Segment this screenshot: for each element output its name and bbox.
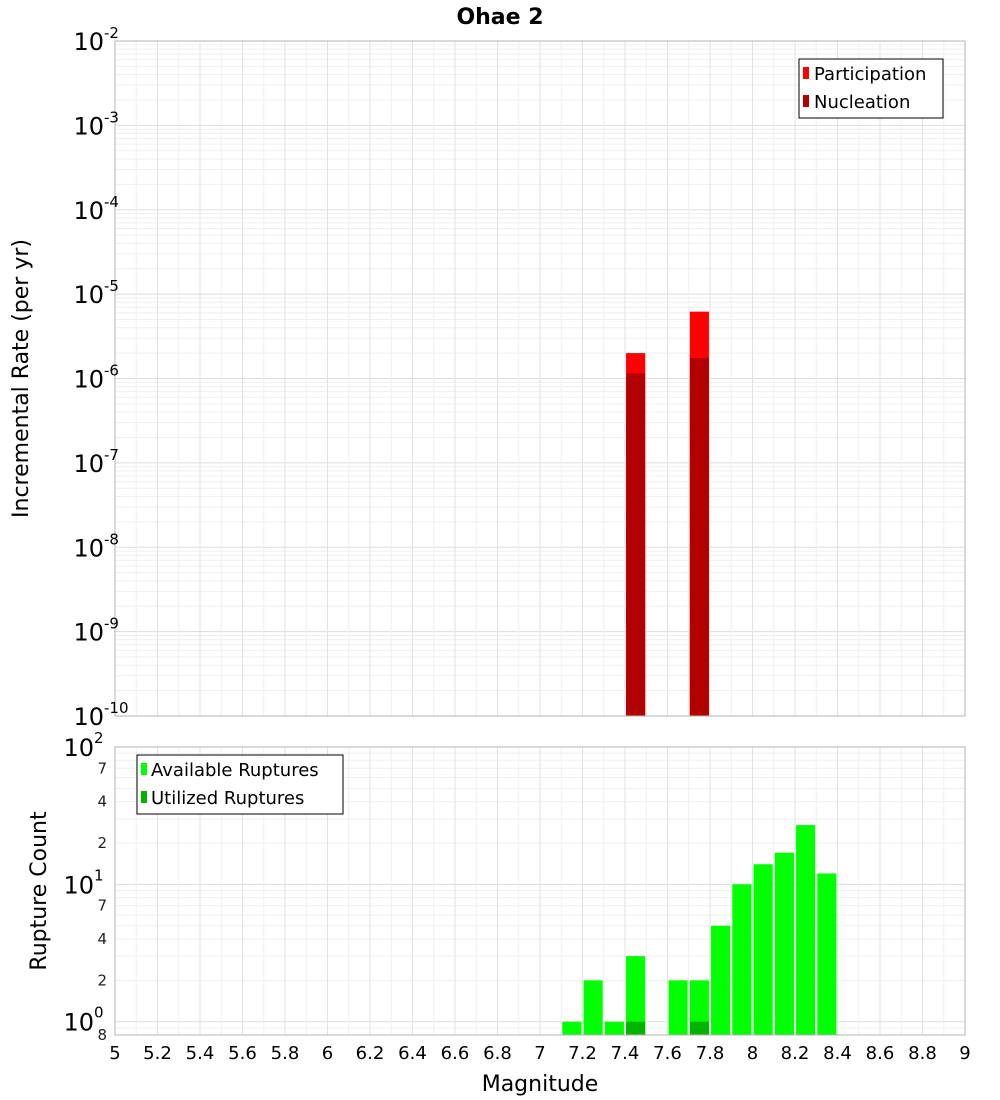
x-tick-label: 5 [109,1043,120,1064]
count-y-minor-tick-label: 7 [97,897,107,915]
rate-y-tick-base: 10 [73,28,104,56]
rate-vertical-gridlines [114,41,966,716]
count-y-tick-base: 10 [63,1009,94,1037]
count-y-minor-tick-label: 7 [97,759,107,777]
count-bars [562,825,837,1035]
count-y-tick-exponent: 1 [94,866,104,884]
x-tick-label: 8.2 [781,1043,810,1064]
rate-y-axis-label: Incremental Rate (per yr) [9,239,34,518]
available-ruptures-bar [562,1021,582,1035]
count-plot-frame [114,746,966,1036]
x-tick-label: 8.6 [866,1043,895,1064]
x-tick-label: 6 [322,1043,333,1064]
x-tick-label: 7.8 [696,1043,725,1064]
x-tick-label: 8.4 [823,1043,852,1064]
chart-title: Ohae 2 [456,5,543,30]
count-legend: Available Ruptures Utilized Ruptures [136,754,344,815]
rate-y-tick-base: 10 [73,366,104,394]
nucleation-bar [689,357,709,716]
count-y-minor-tick-label: 2 [97,834,107,852]
x-tick-label: 9 [959,1043,970,1064]
count-y-minor-tick-label: 8 [97,1026,107,1044]
available-ruptures-bar [689,980,709,1035]
x-tick-label: 8 [747,1043,758,1064]
x-tick-label: 6.6 [441,1043,470,1064]
rate-y-tick-exponent: -3 [104,108,119,126]
legend-label-participation: Participation [814,64,926,85]
available-ruptures-bar [732,884,752,1035]
x-tick-labels: 5 5.2 5.4 5.6 5.8 6 6.2 6.4 6.6 6.8 7 7.2 7.4 7.6 7.8 8… [109,1043,970,1064]
x-tick-label: 7.2 [568,1043,597,1064]
legend-swatch-available-ruptures [141,763,147,775]
legend-label-nucleation: Nucleation [814,92,910,113]
rate-y-tick-base: 10 [73,197,104,225]
count-legend-box [136,754,344,815]
rate-y-tick-base: 10 [73,703,104,731]
x-tick-label: 5.8 [271,1043,300,1064]
count-y-tick-exponent: 0 [94,1004,104,1022]
rate-y-tick-exponent: -2 [104,24,119,42]
rate-y-tick-base: 10 [73,534,104,562]
x-tick-label: 7.6 [653,1043,682,1064]
x-tick-label: 6.8 [483,1043,512,1064]
available-ruptures-bar [668,980,688,1035]
legend-label-utilized-ruptures: Utilized Ruptures [151,788,304,809]
legend-swatch-utilized-ruptures [141,791,147,803]
x-tick-label: 6.2 [356,1043,385,1064]
rate-legend: Participation Nucleation [798,58,944,119]
count-vertical-gridlines [114,747,966,1035]
legend-swatch-nucleation [803,95,809,107]
available-ruptures-bar [711,925,731,1035]
rate-y-tick-base: 10 [73,281,104,309]
x-tick-label: 5.6 [228,1043,257,1064]
utilized-ruptures-bar [689,1021,709,1035]
available-ruptures-bar [774,852,794,1035]
available-ruptures-bar [583,980,603,1035]
rate-plot-frame [114,40,966,717]
rate-y-tick-base: 10 [73,619,104,647]
nucleation-bar [626,373,646,716]
rate-y-tick-exponent: -9 [104,615,119,633]
rate-y-tick-exponent: -5 [104,277,119,295]
rate-y-tick-base: 10 [73,450,104,478]
available-ruptures-bar [796,825,816,1035]
rate-legend-box [798,58,944,119]
count-y-minor-tick-label: 2 [97,971,107,989]
count-y-tick-base: 10 [63,871,94,899]
count-y-minor-tick-label: 4 [97,793,107,811]
x-tick-label: 7 [534,1043,545,1064]
count-y-tick-base: 10 [63,734,94,762]
available-ruptures-bar [753,864,773,1035]
count-y-axis-label: Rupture Count [27,811,52,971]
count-y-minor-tick-label: 4 [97,930,107,948]
rate-y-tick-exponent: -6 [104,362,119,380]
rate-bars [626,311,709,716]
x-axis-label: Magnitude [482,1072,599,1097]
rate-y-tick-exponent: -4 [104,193,119,211]
x-tick-label: 7.4 [611,1043,640,1064]
rate-y-tick-base: 10 [73,112,104,140]
available-ruptures-bar [817,873,837,1035]
x-tick-label: 8.8 [908,1043,937,1064]
legend-swatch-participation [803,67,809,79]
rate-y-tick-exponent: -7 [104,446,119,464]
legend-label-available-ruptures: Available Ruptures [151,760,319,781]
x-tick-label: 6.4 [398,1043,427,1064]
available-ruptures-bar [626,956,646,1035]
rate-y-tick-exponent: -8 [104,530,119,548]
utilized-ruptures-bar [626,1021,646,1035]
rate-y-tick-exponent: -10 [104,699,129,717]
x-tick-label: 5.4 [186,1043,215,1064]
available-ruptures-bar [604,1021,624,1035]
x-tick-label: 5.2 [143,1043,172,1064]
count-y-tick-exponent: 2 [94,729,104,747]
